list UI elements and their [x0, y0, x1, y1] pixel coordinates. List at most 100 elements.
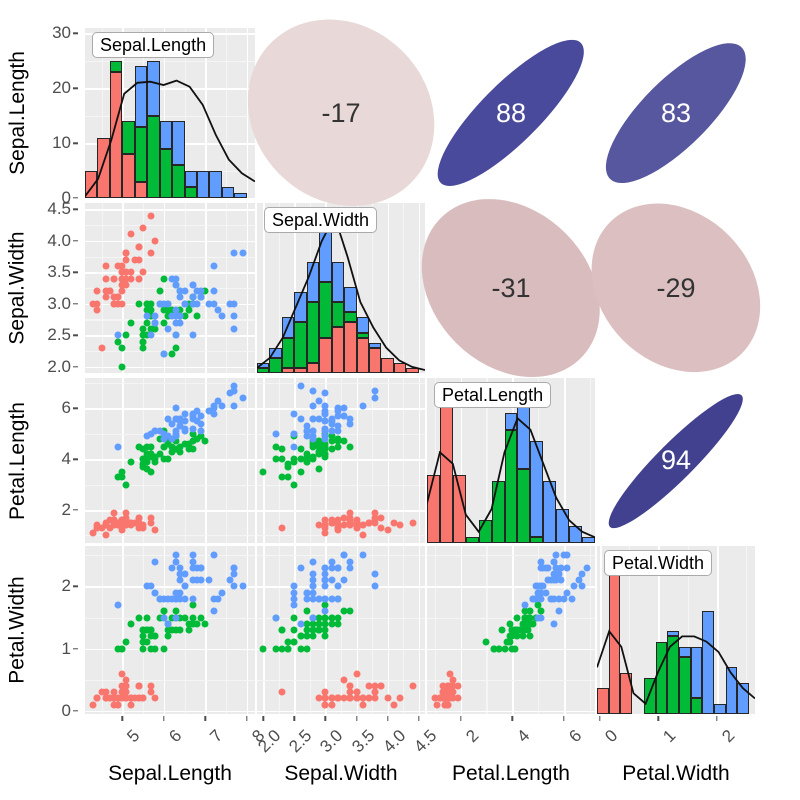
scatter-point — [164, 595, 172, 603]
gridline — [85, 366, 255, 369]
scatter-point — [172, 626, 180, 634]
scatter-point — [118, 516, 126, 524]
scatter-point — [542, 589, 550, 597]
scatter-point — [272, 455, 280, 463]
scatter-point — [156, 435, 164, 443]
scatter-point — [135, 275, 143, 283]
scatter-point — [135, 256, 143, 264]
scatter-point — [521, 614, 529, 622]
scatter-point — [511, 626, 519, 634]
scatter-point — [122, 676, 130, 684]
scatter-point — [102, 275, 110, 283]
scatter-point — [384, 694, 392, 702]
scatter-point — [114, 521, 122, 529]
histogram-bar — [465, 537, 479, 543]
y-tick-mark — [73, 585, 78, 588]
scatter-point — [172, 404, 180, 412]
scatter-point — [160, 443, 168, 451]
scatter-point — [168, 448, 176, 456]
scatter-point — [176, 306, 184, 314]
scatter-point — [106, 287, 114, 295]
scatter-point — [334, 443, 342, 451]
x-tick-mark — [511, 716, 513, 721]
scatter-point — [189, 558, 197, 566]
scatter-point — [578, 570, 586, 578]
scatter-point — [176, 564, 184, 572]
scatter-point — [555, 570, 563, 578]
scatter-point — [143, 582, 151, 590]
scatter-point — [449, 676, 457, 684]
histogram-bar — [85, 170, 98, 198]
scatter-point — [181, 614, 188, 622]
scatter-point — [193, 312, 201, 320]
scatter-point — [160, 595, 168, 603]
scatter-point — [218, 402, 226, 410]
correlation-cell-sepal-length-petal-length: 88 — [419, 21, 603, 205]
histogram-bar — [344, 312, 357, 323]
scatter-point — [114, 293, 122, 301]
scatter-point — [409, 682, 417, 690]
scatter-point — [321, 450, 329, 458]
scatter-point — [181, 417, 188, 425]
scatter-point — [303, 422, 311, 430]
scatter-point — [328, 576, 336, 584]
scatter-point — [315, 620, 323, 628]
histogram-bar — [406, 367, 419, 373]
y-tick-mark — [73, 334, 78, 336]
scatter-point — [139, 463, 147, 471]
scatter-point — [321, 607, 329, 615]
scatter-point — [139, 694, 147, 702]
scatter-point — [321, 564, 329, 572]
scatter-point — [501, 645, 509, 653]
correlation-value: -17 — [321, 97, 361, 128]
y-tick-mark — [73, 32, 78, 35]
scatter-point — [365, 682, 373, 690]
scatter-point — [503, 638, 511, 646]
scatter-point — [272, 614, 280, 622]
scatter-point — [143, 306, 151, 314]
scatter-point — [102, 293, 110, 301]
scatter-point — [164, 620, 172, 628]
scatter-point — [147, 331, 155, 339]
scatter-point — [210, 607, 218, 615]
gridline-minor — [85, 288, 255, 290]
scatter-point — [176, 443, 184, 451]
scatter-point — [135, 243, 143, 251]
scatter-point — [181, 287, 188, 295]
gridline — [418, 546, 421, 714]
scatter-point — [135, 614, 143, 622]
gridline — [85, 209, 255, 211]
scatter-point — [328, 694, 336, 702]
x-tick-label: 5 — [123, 726, 144, 747]
scatter-point — [176, 626, 184, 634]
histogram-bar — [491, 480, 505, 543]
x-axis-ticks-col-1: 2.0 2.5 3.0 3.5 4.0 4.5 — [255, 716, 440, 762]
scatter-point — [189, 564, 197, 572]
scatter-point — [226, 300, 234, 308]
scatter-point — [172, 614, 180, 622]
histogram-bar — [393, 362, 407, 373]
scatter-point — [321, 582, 329, 590]
scatter-point — [309, 595, 317, 603]
scatter-point — [122, 249, 130, 257]
scatter-point — [131, 694, 139, 702]
scatter-point — [371, 394, 379, 402]
histogram-bar — [556, 509, 570, 543]
gridline-minor — [257, 535, 425, 537]
scatter-point — [359, 531, 367, 539]
scatter-point — [151, 455, 159, 463]
scatter-point — [359, 701, 367, 709]
scatter-point — [377, 682, 385, 690]
scatter-point — [371, 387, 379, 395]
gridline — [427, 586, 595, 589]
gridline — [460, 546, 463, 714]
histogram-bar — [294, 292, 307, 323]
scatter-point — [102, 521, 110, 529]
scatter-point — [303, 645, 311, 653]
gridline-minor — [486, 546, 488, 714]
x-tick-mark — [262, 716, 264, 721]
x-tick-mark — [563, 716, 565, 721]
scatter-point — [284, 638, 292, 646]
scatter-point — [135, 514, 143, 522]
scatter-point — [321, 688, 329, 696]
